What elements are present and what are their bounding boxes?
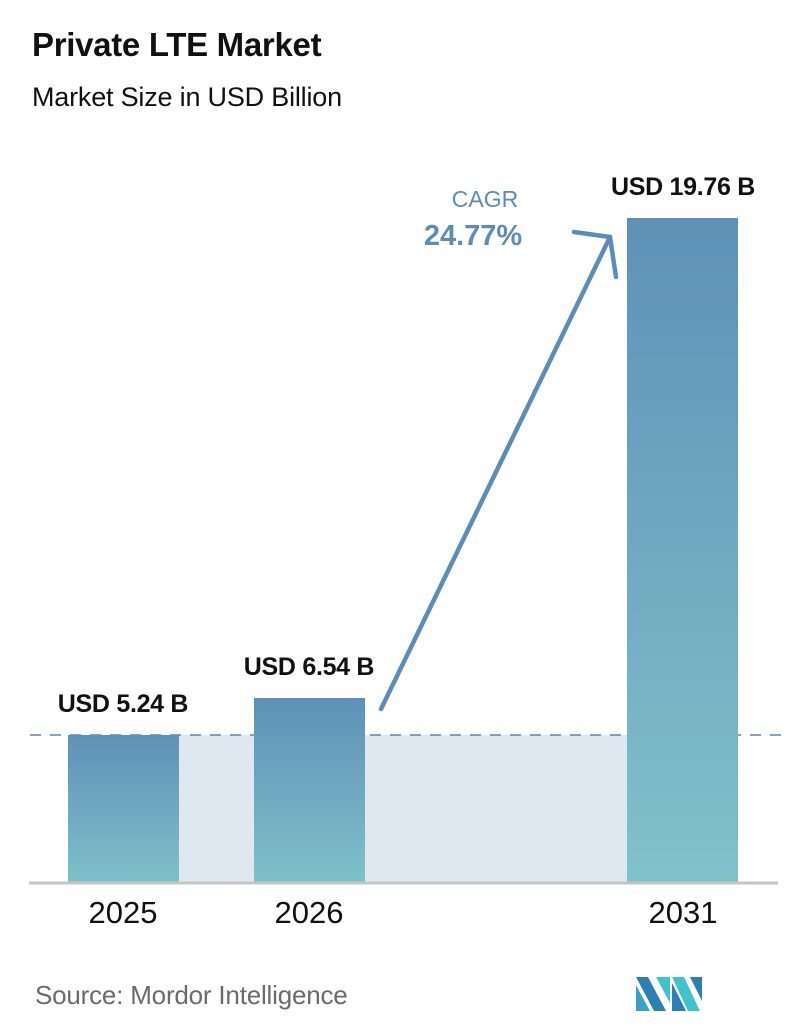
x-axis-label-2025: 2025 [88,895,158,930]
x-axis-label-2026: 2026 [274,895,344,930]
chart-title: Private LTE Market [32,26,322,63]
bar-2025 [68,735,179,882]
mordor-intelligence-logo-icon [636,977,702,1011]
bar-2031 [627,218,738,882]
x-axis-label-2031: 2031 [648,895,718,930]
bar-value-label-2026: USD 6.54 B [243,653,375,681]
cagr-arrow-icon [378,229,619,712]
chart-subtitle: Market Size in USD Billion [32,82,342,112]
cagr-label: CAGR [451,186,519,212]
source-text: Source: Mordor Intelligence [35,980,348,1010]
cagr-value: 24.77% [423,220,523,252]
bar-value-label-2031: USD 19.76 B [611,173,755,201]
reference-band [179,735,627,882]
bar-value-label-2025: USD 5.24 B [57,690,189,718]
bar-2026 [254,698,365,882]
